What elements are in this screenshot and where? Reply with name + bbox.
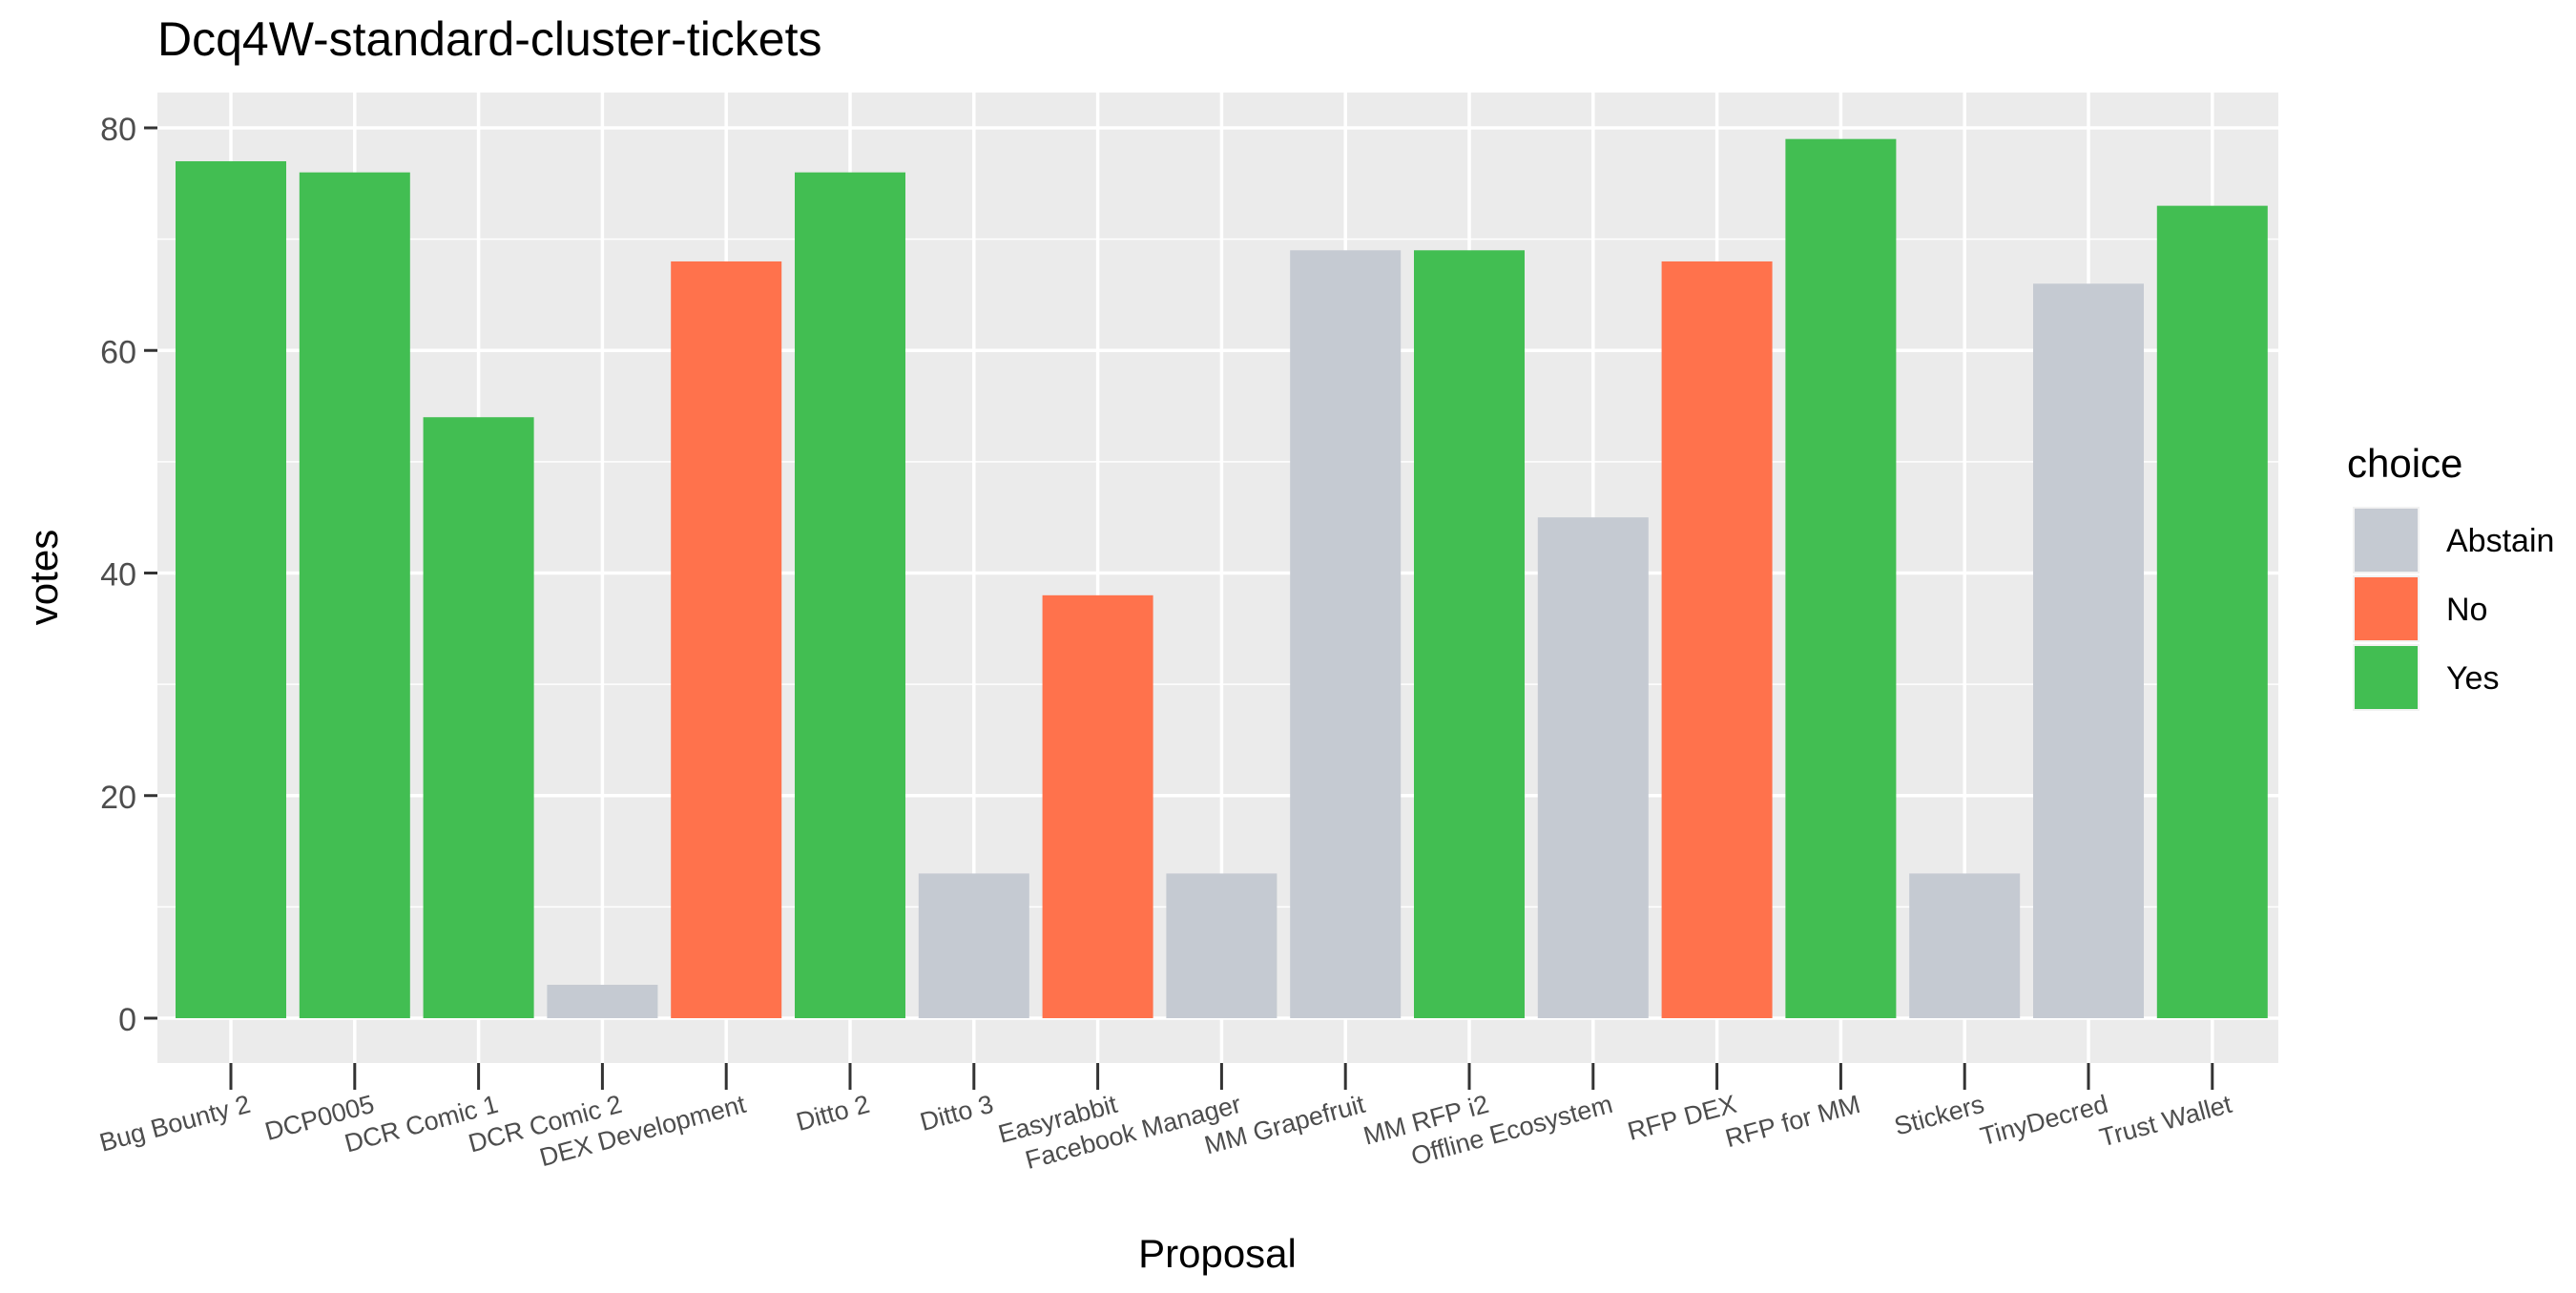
bar	[1042, 594, 1153, 1018]
x-tick-label: TinyDecred	[1977, 1090, 2110, 1151]
legend-key	[2355, 509, 2418, 572]
legend-key	[2355, 577, 2418, 640]
bar	[2033, 283, 2144, 1018]
bars	[176, 138, 2268, 1019]
bar	[1537, 517, 1649, 1018]
chart-title: Dcq4W-standard-cluster-tickets	[157, 12, 822, 66]
y-tick-label: 20	[100, 780, 136, 816]
y-axis: 0 20 40 60 80	[100, 112, 157, 1038]
bar	[671, 261, 782, 1018]
bar	[1909, 873, 2021, 1018]
x-tick-label: RFP for MM	[1722, 1090, 1863, 1154]
bar	[1661, 261, 1773, 1018]
bar	[1166, 873, 1278, 1018]
bar	[1290, 250, 1402, 1019]
bar	[299, 172, 410, 1018]
bar	[547, 985, 658, 1018]
y-axis-label: votes	[21, 530, 66, 625]
x-tick-label: RFP DEX	[1625, 1090, 1739, 1146]
x-axis-label: Proposal	[1138, 1231, 1297, 1276]
legend: choice Abstain No Yes	[2347, 441, 2554, 711]
x-tick-label: Bug Bounty 2	[96, 1090, 253, 1157]
y-tick-label: 40	[100, 557, 136, 594]
legend-label: Yes	[2446, 660, 2499, 697]
bar	[918, 873, 1029, 1018]
legend-label: No	[2446, 592, 2487, 628]
x-tick-label: Ditto 2	[793, 1090, 872, 1137]
bar	[1414, 250, 1525, 1019]
bar	[176, 160, 286, 1019]
bar	[2156, 205, 2268, 1018]
legend-items: Abstain No Yes	[2353, 507, 2554, 711]
bar	[795, 172, 905, 1018]
legend-title: choice	[2347, 441, 2462, 486]
y-tick-label: 0	[118, 1002, 136, 1038]
x-tick-label: Trust Wallet	[2096, 1090, 2234, 1153]
bar	[423, 417, 534, 1019]
y-tick-label: 60	[100, 334, 136, 370]
y-tick-label: 80	[100, 112, 136, 148]
bar	[1785, 138, 1897, 1019]
x-tick-label: Stickers	[1891, 1090, 1987, 1141]
legend-key	[2355, 646, 2418, 709]
legend-label: Abstain	[2446, 523, 2554, 559]
x-tick-label: Ditto 3	[917, 1090, 996, 1137]
